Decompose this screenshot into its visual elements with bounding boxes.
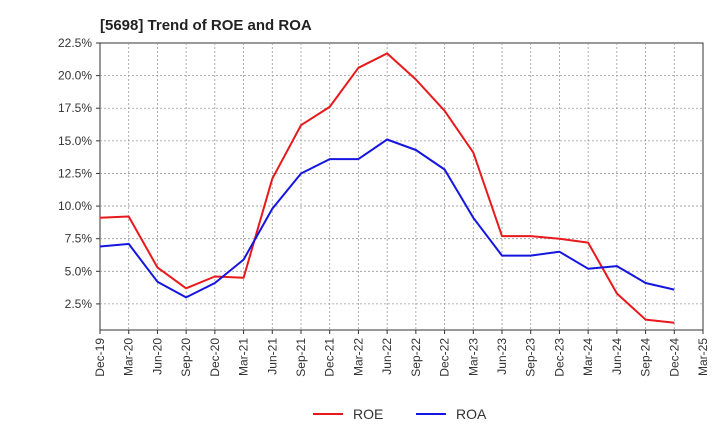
y-tick-label: 17.5% (58, 101, 92, 115)
x-tick-label: Mar-23 (466, 338, 480, 376)
series-line-roa (99, 138, 675, 299)
series-line-roe (99, 52, 675, 324)
y-tick-label: 20.0% (58, 69, 92, 83)
grid (100, 43, 703, 330)
y-tick-label: 15.0% (58, 134, 92, 148)
x-tick-label: Dec-23 (552, 338, 566, 377)
x-tick-label: Jun-22 (380, 338, 394, 375)
x-tick-label: Sep-22 (409, 338, 423, 377)
x-tick-label: Sep-24 (639, 338, 653, 377)
x-tick-label: Mar-24 (581, 338, 595, 376)
legend-label-roe: ROE (353, 406, 383, 422)
x-tick-label: Dec-22 (438, 338, 452, 377)
x-tick-label: Jun-21 (265, 338, 279, 375)
x-tick-label: Jun-24 (610, 338, 624, 375)
x-tick-label: Sep-21 (294, 338, 308, 377)
x-tick-label: Jun-23 (495, 338, 509, 375)
x-tick-label: Dec-20 (208, 338, 222, 377)
x-tick-label: Sep-23 (524, 338, 538, 377)
y-tick-label: 12.5% (58, 166, 92, 180)
y-axis-ticks: 2.5% 5.0% 7.5% 10.0% 12.5% 15.0% 17.5% 20.0% 22.… (58, 36, 100, 311)
chart-title: [5698] Trend of ROE and ROA (100, 17, 312, 34)
series-lines (99, 52, 675, 324)
x-tick-label: Mar-20 (122, 338, 136, 376)
x-tick-label: Dec-24 (667, 338, 681, 377)
x-tick-label: Dec-19 (93, 338, 107, 377)
x-tick-label: Mar-25 (696, 338, 710, 376)
x-tick-label: Mar-21 (237, 338, 251, 376)
x-tick-label: Jun-20 (150, 338, 164, 375)
x-axis-ticks: Dec-19 Mar-20 Jun-20 Sep-20 Dec-20 Mar-21 Jun-… (93, 330, 710, 377)
y-tick-label: 2.5% (65, 297, 93, 311)
y-tick-label: 7.5% (65, 232, 93, 246)
x-tick-label: Sep-20 (179, 338, 193, 377)
y-tick-label: 10.0% (58, 199, 92, 213)
x-tick-label: Mar-22 (351, 338, 365, 376)
legend: ROE ROA (313, 406, 487, 422)
legend-label-roa: ROA (456, 406, 487, 422)
y-tick-label: 5.0% (65, 264, 93, 278)
y-tick-label: 22.5% (58, 36, 92, 50)
x-tick-label: Dec-21 (323, 338, 337, 377)
